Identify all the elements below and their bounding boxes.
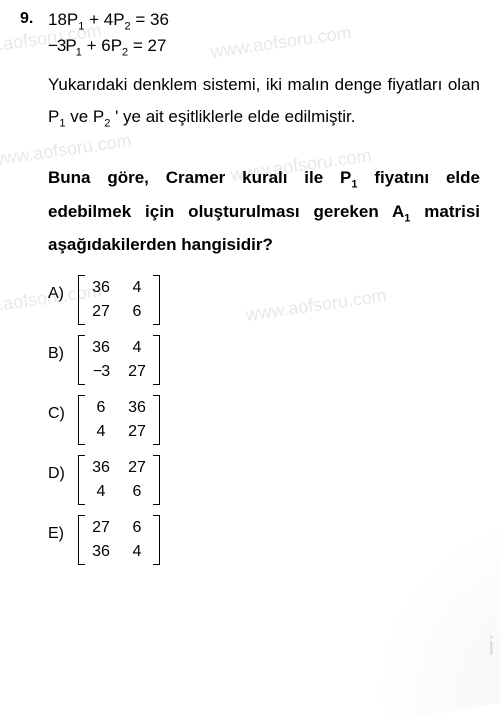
option-d[interactable]: D) 3627 46 (48, 455, 480, 505)
option-label: E) (48, 515, 78, 543)
matrix-a: 364 276 (78, 275, 160, 325)
matrix-d: 3627 46 (78, 455, 160, 505)
option-c[interactable]: C) 636 427 (48, 395, 480, 445)
equation-1: 18P1 + 4P2 = 36 (48, 10, 480, 32)
matrix-c: 636 427 (78, 395, 160, 445)
options-list: A) 364 276 B) 364 −327 (48, 275, 480, 565)
option-b[interactable]: B) 364 −327 (48, 335, 480, 385)
equation-2: −3P1 + 6P2 = 27 (48, 36, 480, 58)
question-block: 9. 18P1 + 4P2 = 36 −3P1 + 6P2 = 27 Yukar… (20, 10, 480, 565)
prompt-text: Buna göre, Cramer kuralı ile P1 fiyatını… (48, 162, 480, 261)
matrix-b: 364 −327 (78, 335, 160, 385)
option-e[interactable]: E) 276 364 (48, 515, 480, 565)
matrix-e: 276 364 (78, 515, 160, 565)
option-label: A) (48, 275, 78, 303)
option-label: B) (48, 335, 78, 363)
option-a[interactable]: A) 364 276 (48, 275, 480, 325)
context-text: Yukarıdaki denklem sistemi, iki malın de… (48, 69, 480, 135)
option-label: C) (48, 395, 78, 423)
question-number: 9. (20, 10, 33, 28)
option-label: D) (48, 455, 78, 483)
